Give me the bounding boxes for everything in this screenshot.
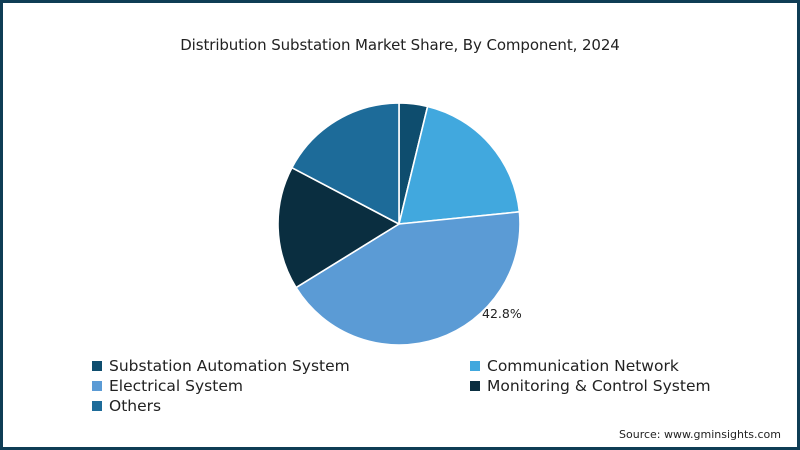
source-note: Source: www.gminsights.com [619, 428, 781, 441]
pie-slice-others [291, 102, 400, 225]
legend-swatch [470, 381, 480, 391]
legend-label: Others [109, 397, 162, 415]
legend-swatch [92, 401, 102, 411]
pie-slice-communication-network [398, 105, 521, 225]
pie-chart [277, 102, 521, 346]
legend-item-others: Others [92, 397, 161, 415]
legend-item-monitoring-control: Monitoring & Control System [470, 377, 711, 395]
pie-slice-monitoring-control-system [277, 166, 400, 289]
legend-label: Communication Network [487, 357, 679, 375]
legend-swatch [92, 381, 102, 391]
legend-item-communication-network: Communication Network [470, 357, 679, 375]
legend-item-electrical-system: Electrical System [92, 377, 243, 395]
data-label-electrical-system: 42.8% [482, 306, 522, 321]
legend-item-substation-automation: Substation Automation System [92, 357, 350, 375]
legend-label: Monitoring & Control System [487, 377, 711, 395]
chart-title: Distribution Substation Market Share, By… [180, 36, 620, 54]
pie-slice-electrical-system [295, 211, 521, 346]
legend-label: Electrical System [109, 377, 243, 395]
legend-label: Substation Automation System [109, 357, 350, 375]
legend-swatch [470, 361, 480, 371]
legend-swatch [92, 361, 102, 371]
